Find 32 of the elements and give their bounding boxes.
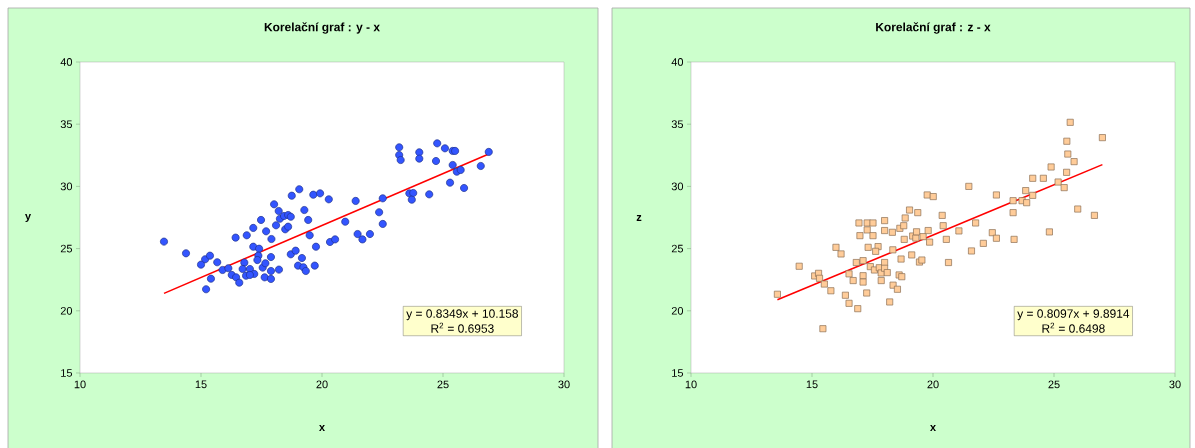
y-tick-label: 25 [671, 244, 684, 253]
x-tick-label: 10 [685, 380, 697, 389]
y-tick-label: 35 [671, 120, 684, 129]
chart-title: Korelační graf : z - x [876, 22, 991, 34]
y-tick-label: 40 [671, 58, 684, 66]
y-axis-title: y [25, 213, 31, 223]
y-tick-label: 30 [60, 182, 73, 191]
annotation: y = 0.8349x + 10.158 [406, 309, 518, 321]
x-tick-label: 20 [316, 380, 328, 389]
y-tick-label: 40 [60, 58, 73, 66]
x-axis-title: x [930, 425, 936, 431]
y-tick-label: 30 [671, 182, 684, 191]
x-tick-label: 20 [927, 380, 939, 389]
x-axis-title: x [319, 425, 325, 431]
x-tick-label: 10 [74, 380, 86, 389]
y-tick-label: 25 [60, 244, 73, 253]
y-tick-label: 20 [671, 306, 684, 315]
chart-title: Korelační graf : y - x [264, 22, 380, 34]
x-tick-label: 25 [437, 380, 449, 389]
y-axis-title: z [636, 215, 642, 221]
y-tick-label: 35 [60, 120, 73, 129]
annotation: R$^{2}$ = 0.6498 [1042, 322, 1105, 333]
annotation: R$^{2}$ = 0.6953 [431, 322, 494, 333]
x-tick-label: 15 [806, 380, 818, 389]
y-tick-label: 20 [60, 306, 73, 315]
x-tick-label: 15 [195, 380, 207, 389]
x-tick-label: 30 [1169, 380, 1181, 389]
y-tick-label: 15 [61, 369, 73, 377]
x-tick-label: 30 [558, 380, 570, 389]
annotation: y = 0.8097x + 9.8914 [1017, 309, 1130, 321]
x-tick-label: 25 [1048, 380, 1060, 389]
y-tick-label: 15 [672, 369, 684, 377]
